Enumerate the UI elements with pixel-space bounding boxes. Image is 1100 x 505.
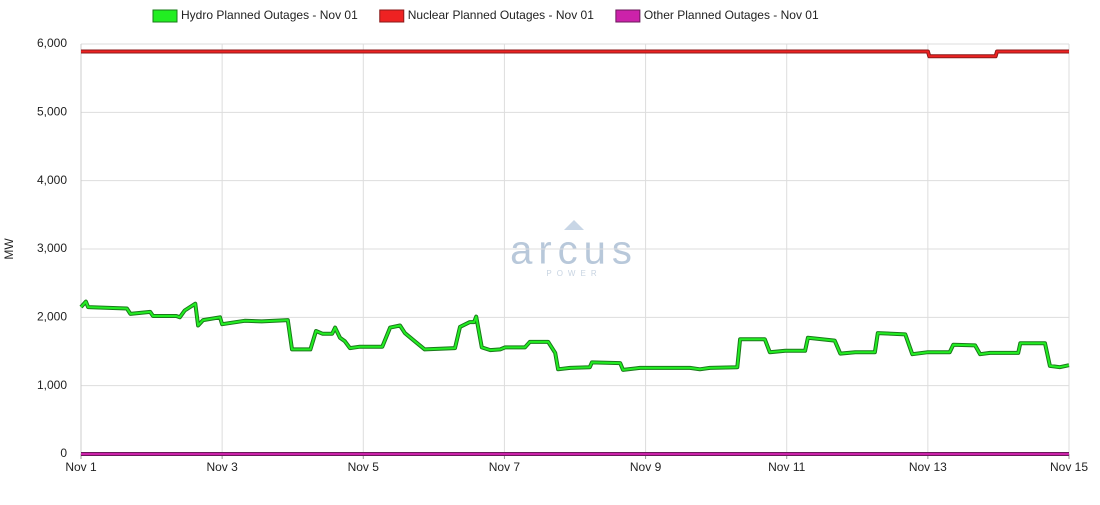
x-tick-label: Nov 15 <box>1050 460 1088 474</box>
x-tick-label: Nov 9 <box>630 460 662 474</box>
x-tick-label: Nov 11 <box>768 460 805 474</box>
x-tick-label: Nov 7 <box>489 460 521 474</box>
legend-label: Hydro Planned Outages - Nov 01 <box>181 8 358 22</box>
y-tick-label: 6,000 <box>37 36 67 50</box>
x-tick-label: Nov 5 <box>348 460 380 474</box>
y-tick-label: 0 <box>60 446 67 460</box>
watermark: arcus <box>510 229 638 273</box>
x-tick-label: Nov 3 <box>206 460 238 474</box>
y-tick-label: 1,000 <box>37 378 67 392</box>
legend-label: Nuclear Planned Outages - Nov 01 <box>408 8 594 22</box>
watermark-logo <box>564 220 584 230</box>
legend-swatch <box>615 9 641 23</box>
y-tick-label: 3,000 <box>37 241 67 255</box>
watermark-sub: POWER <box>546 269 601 278</box>
legend-swatch <box>152 9 178 23</box>
y-tick-label: 4,000 <box>37 173 67 187</box>
y-tick-label: 2,000 <box>37 310 67 324</box>
legend-label: Other Planned Outages - Nov 01 <box>644 8 819 22</box>
x-tick-label: Nov 1 <box>65 460 97 474</box>
y-tick-label: 5,000 <box>37 105 67 119</box>
y-axis-label: MW <box>2 238 16 260</box>
series-line <box>81 50 1069 58</box>
series-line <box>80 300 1070 371</box>
legend-swatch <box>379 9 405 23</box>
x-tick-label: Nov 13 <box>909 460 947 474</box>
series-line-edge <box>79 299 1070 372</box>
